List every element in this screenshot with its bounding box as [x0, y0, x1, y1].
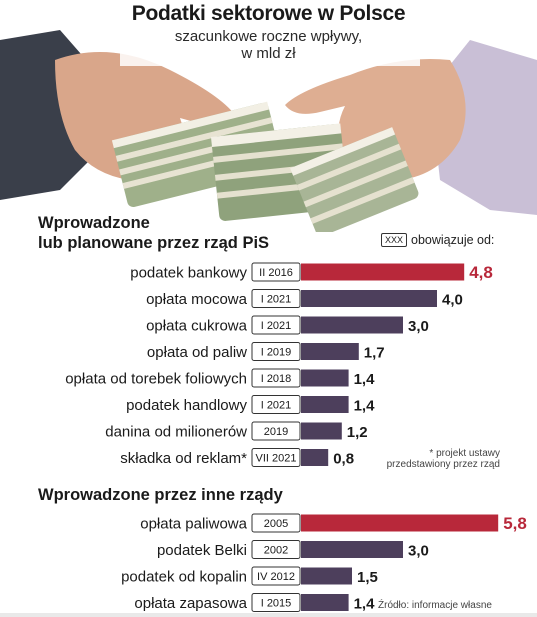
date-label: II 2016	[259, 267, 293, 279]
value-label: 3,0	[408, 318, 429, 335]
date-label: VII 2021	[256, 453, 297, 465]
value-label: 4,0	[442, 292, 463, 309]
date-box	[251, 566, 301, 586]
value-label: 1,2	[347, 424, 368, 441]
value-label: 1,4	[354, 398, 376, 415]
left-hand	[55, 52, 235, 180]
category-label: podatek bankowy	[130, 265, 247, 282]
bottom-strip	[0, 613, 537, 617]
date-label: 2019	[264, 426, 288, 438]
value-label: 1,7	[364, 345, 385, 362]
date-label: IV 2012	[257, 571, 295, 583]
section1-title-line1: Wprowadzone	[38, 214, 150, 232]
source-note: Źródło: informacje własne	[378, 600, 492, 611]
bar	[301, 343, 359, 360]
date-box	[251, 262, 301, 282]
value-label: 1,5	[357, 569, 378, 586]
date-box	[251, 593, 301, 612]
category-label: opłata od torebek foliowych	[65, 371, 247, 388]
money-hands-photo	[0, 0, 537, 237]
value-label: 3,0	[408, 543, 429, 560]
category-label: składka od reklam*	[120, 450, 247, 467]
date-box	[251, 540, 301, 559]
footnote: * projekt ustawy przedstawiony przez rzą…	[330, 448, 500, 470]
category-label: podatek Belki	[157, 542, 247, 559]
footnote-line2: przedstawiony przez rząd	[386, 459, 500, 470]
date-label: I 2018	[261, 373, 292, 385]
bar	[301, 290, 437, 307]
legend-text: obowiązuje od:	[411, 233, 495, 247]
date-box	[251, 513, 301, 533]
date-label: 2002	[264, 545, 288, 557]
bar	[301, 594, 349, 611]
date-label: I 2015	[261, 598, 292, 610]
date-box	[251, 315, 301, 335]
banknote-bundles	[111, 101, 419, 237]
category-label: opłata mocowa	[146, 291, 248, 308]
date-box	[251, 395, 301, 414]
date-box	[251, 448, 301, 467]
date-label: I 2021	[261, 294, 292, 306]
bar	[301, 422, 342, 440]
value-label: 5,8	[503, 514, 527, 533]
date-label: 2005	[264, 518, 288, 530]
legend-key-box: XXX	[381, 233, 408, 247]
bar	[301, 396, 349, 413]
value-label: 1,4	[354, 371, 376, 388]
bar	[301, 369, 349, 387]
bar	[301, 449, 329, 466]
legend: XXX obowiązuje od:	[381, 233, 494, 247]
value-label: 4,8	[469, 263, 493, 282]
footnote-line1: * projekt ustawy	[429, 448, 500, 459]
right-hand	[285, 59, 466, 180]
category-label: opłata paliwowa	[140, 516, 247, 533]
category-label: opłata zapasowa	[134, 595, 247, 612]
date-label: I 2021	[261, 400, 292, 412]
date-box	[251, 342, 301, 361]
bar	[301, 263, 465, 281]
bar	[301, 567, 352, 585]
category-label: opłata od paliw	[147, 344, 247, 361]
bar	[301, 316, 403, 334]
category-label: danina od milionerów	[105, 424, 247, 441]
date-box	[251, 421, 301, 441]
section2-title: Wprowadzone przez inne rządy	[38, 486, 283, 504]
value-label: 1,4	[354, 596, 376, 613]
header-backdrop	[120, 0, 420, 66]
date-box	[251, 368, 301, 388]
section1-title-line2: lub planowane przez rząd PiS	[38, 234, 270, 252]
chart-subtitle-line1: szacunkowe roczne wpływy,	[174, 28, 363, 45]
chart-subtitle-line2: w mld zł	[241, 45, 296, 62]
date-label: I 2021	[261, 320, 292, 332]
date-label: I 2019	[261, 347, 292, 359]
bar	[301, 541, 403, 558]
money-hands-illustration	[0, 30, 537, 237]
chart-title: Podatki sektorowe w Polsce	[131, 2, 406, 25]
date-box	[251, 289, 301, 308]
bar	[301, 514, 499, 532]
category-label: opłata cukrowa	[146, 318, 248, 335]
category-label: podatek od kopalin	[121, 569, 247, 586]
category-label: podatek handlowy	[126, 397, 247, 414]
